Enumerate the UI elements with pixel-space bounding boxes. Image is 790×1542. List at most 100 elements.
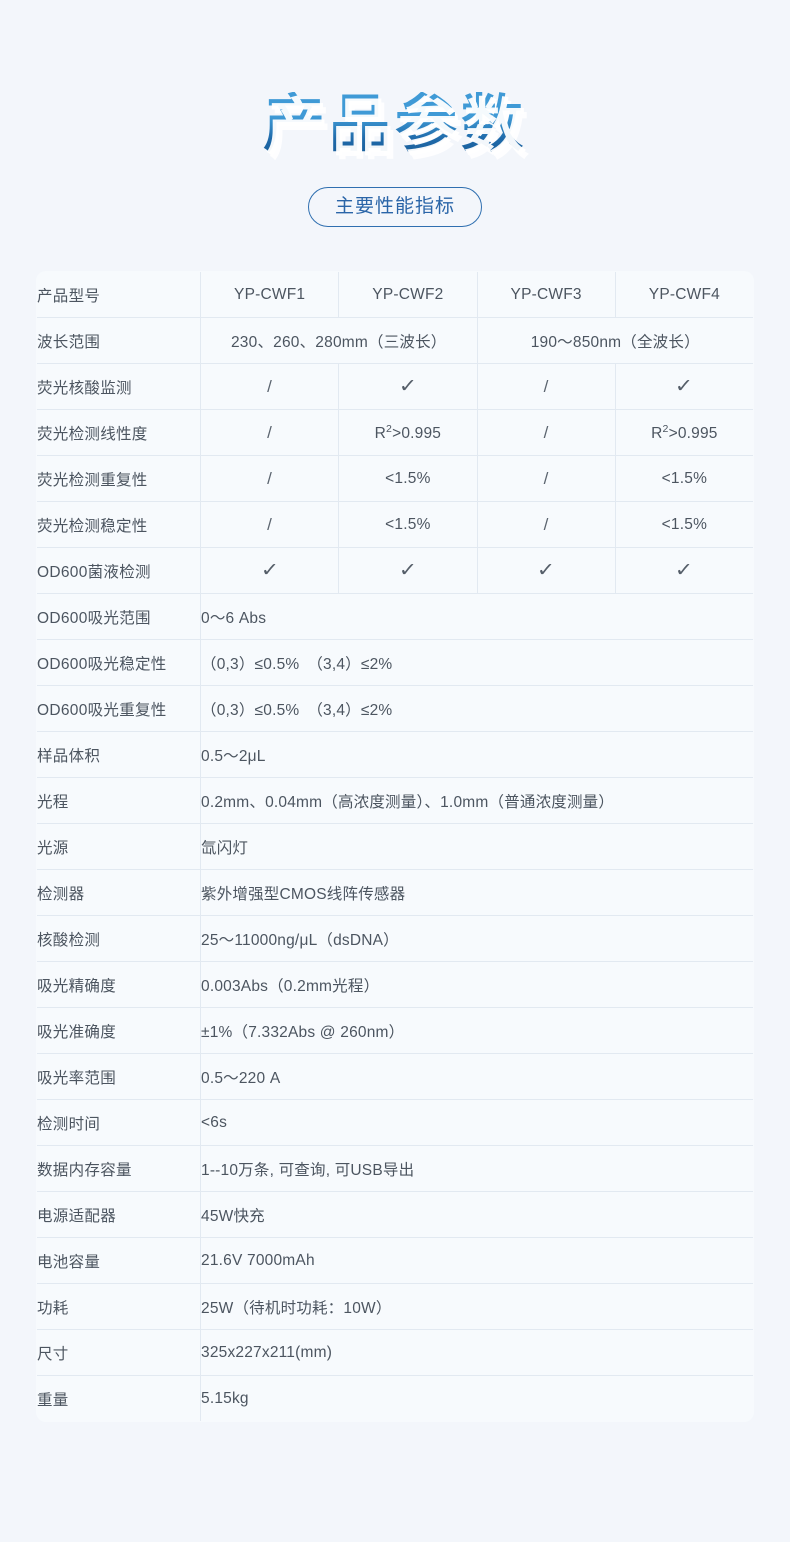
not-available-mark: / xyxy=(267,514,273,534)
not-available-mark: / xyxy=(543,422,549,442)
table-row: 核酸检测 25〜11000ng/μL（dsDNA） xyxy=(37,915,753,963)
row-label: 吸光率范围 xyxy=(37,1053,201,1101)
row-label: 吸光精确度 xyxy=(37,961,201,1009)
table-row: 吸光率范围 0.5〜220 A xyxy=(37,1053,753,1101)
row-label: 荧光检测线性度 xyxy=(37,409,201,457)
row-label: 波长范围 xyxy=(37,317,201,365)
check-icon: ✓ xyxy=(536,559,556,581)
table-cell: 325x227x211(mm) xyxy=(200,1329,753,1377)
table-cell: ✓ xyxy=(615,547,753,595)
table-cell: 0.5〜2μL xyxy=(200,731,753,779)
table-row: 数据内存容量 1--10万条, 可查询, 可USB导出 xyxy=(37,1145,753,1193)
row-label: OD600吸光重复性 xyxy=(37,685,201,733)
spec-table: 产品型号 YP-CWF1 YP-CWF2 YP-CWF3 YP-CWF4 波长范围 230、… xyxy=(36,271,754,1423)
table-cell: （0,3）≤0.5% （3,4）≤2% xyxy=(200,685,753,733)
table-cell: 21.6V 7000mAh xyxy=(200,1237,753,1285)
row-label: OD600吸光稳定性 xyxy=(37,639,201,687)
table-row: 荧光检测线性度 / R2>0.995 / R2>0.995 xyxy=(37,409,753,457)
check-icon: ✓ xyxy=(398,375,418,397)
table-cell: 0.003Abs（0.2mm光程） xyxy=(200,961,753,1009)
table-row: 检测器 紫外增强型CMOS线阵传感器 xyxy=(37,869,753,917)
table-cell: ✓ xyxy=(338,547,478,595)
not-available-mark: / xyxy=(543,468,549,488)
column-header-model: YP-CWF1 xyxy=(200,272,340,319)
row-label: 荧光核酸监测 xyxy=(37,363,201,411)
table-cell: 25〜11000ng/μL（dsDNA） xyxy=(200,915,753,963)
table-cell: 25W（待机时功耗：10W） xyxy=(200,1283,753,1331)
check-icon: ✓ xyxy=(675,559,694,581)
table-cell: ✓ xyxy=(615,363,753,411)
table-cell: 1--10万条, 可查询, 可USB导出 xyxy=(200,1145,753,1193)
table-cell: 0〜6 Abs xyxy=(200,593,753,641)
row-label: 产品型号 xyxy=(37,272,201,319)
table-cell: 0.2mm、0.04mm（高浓度测量）、1.0mm（普通浓度测量） xyxy=(200,777,753,825)
check-icon: ✓ xyxy=(260,559,279,581)
table-row: 产品型号 YP-CWF1 YP-CWF2 YP-CWF3 YP-CWF4 xyxy=(37,272,753,319)
not-available-mark: / xyxy=(267,468,273,488)
row-label: 重量 xyxy=(37,1375,201,1422)
table-cell: <1.5% xyxy=(338,501,478,549)
page-header: 产品参数 主要性能指标 xyxy=(0,0,790,228)
table-row: 光程 0.2mm、0.04mm（高浓度测量）、1.0mm（普通浓度测量） xyxy=(37,777,753,825)
row-label: 荧光检测重复性 xyxy=(37,455,201,503)
table-row: 荧光检测重复性 / <1.5% / <1.5% xyxy=(37,455,753,503)
table-cell: <6s xyxy=(200,1099,753,1147)
table-row: 荧光核酸监测 / ✓ / ✓ xyxy=(37,363,753,411)
table-cell: / xyxy=(200,455,340,503)
table-row: 吸光准确度 ±1%（7.332Abs @ 260nm） xyxy=(37,1007,753,1055)
table-cell: ✓ xyxy=(200,547,340,595)
table-cell: R2>0.995 xyxy=(615,409,753,457)
table-cell: 0.5〜220 A xyxy=(200,1053,753,1101)
table-row: OD600菌液检测 ✓ ✓ ✓ ✓ xyxy=(37,547,753,595)
subtitle-badge: 主要性能指标 xyxy=(307,187,482,228)
row-label: 电源适配器 xyxy=(37,1191,201,1239)
not-available-mark: / xyxy=(267,376,273,396)
table-cell: ✓ xyxy=(477,547,616,595)
row-label: 光源 xyxy=(37,823,201,871)
check-icon: ✓ xyxy=(675,375,694,397)
row-label: 荧光检测稳定性 xyxy=(37,501,201,549)
table-row: 吸光精确度 0.003Abs（0.2mm光程） xyxy=(37,961,753,1009)
row-label: OD600菌液检测 xyxy=(37,547,201,595)
row-label: 尺寸 xyxy=(37,1329,201,1377)
table-cell: / xyxy=(200,363,340,411)
table-cell: / xyxy=(200,409,340,457)
table-cell: ✓ xyxy=(338,363,478,411)
table-row: OD600吸光重复性 （0,3）≤0.5% （3,4）≤2% xyxy=(37,685,753,733)
column-header-model: YP-CWF4 xyxy=(615,272,753,319)
table-cell: R2>0.995 xyxy=(338,409,478,457)
table-row: 检测时间 <6s xyxy=(37,1099,753,1147)
table-cell: / xyxy=(477,501,616,549)
row-label: 电池容量 xyxy=(37,1237,201,1285)
row-label: 吸光准确度 xyxy=(37,1007,201,1055)
table-row: OD600吸光范围 0〜6 Abs xyxy=(37,593,753,641)
table-cell: ±1%（7.332Abs @ 260nm） xyxy=(200,1007,753,1055)
not-available-mark: / xyxy=(543,376,549,396)
row-label: OD600吸光范围 xyxy=(37,593,201,641)
table-cell: / xyxy=(200,501,340,549)
table-cell: <1.5% xyxy=(615,455,753,503)
table-cell: / xyxy=(477,455,616,503)
table-cell: （0,3）≤0.5% （3,4）≤2% xyxy=(200,639,753,687)
table-cell: / xyxy=(477,363,616,411)
not-available-mark: / xyxy=(267,422,273,442)
table-row: 功耗 25W（待机时功耗：10W） xyxy=(37,1283,753,1331)
not-available-mark: / xyxy=(543,514,549,534)
table-row: 荧光检测稳定性 / <1.5% / <1.5% xyxy=(37,501,753,549)
table-row: OD600吸光稳定性 （0,3）≤0.5% （3,4）≤2% xyxy=(37,639,753,687)
table-cell: 45W快充 xyxy=(200,1191,753,1239)
table-cell: 紫外增强型CMOS线阵传感器 xyxy=(200,869,753,917)
table-cell: <1.5% xyxy=(615,501,753,549)
row-label: 光程 xyxy=(37,777,201,825)
table-row: 重量 5.15kg xyxy=(37,1375,753,1422)
row-label: 核酸检测 xyxy=(37,915,201,963)
page-title: 产品参数 xyxy=(0,92,790,157)
row-label: 检测时间 xyxy=(37,1099,201,1147)
row-label: 样品体积 xyxy=(37,731,201,779)
spec-table-container: 产品型号 YP-CWF1 YP-CWF2 YP-CWF3 YP-CWF4 波长范围 230、… xyxy=(36,271,754,1423)
table-row: 电池容量 21.6V 7000mAh xyxy=(37,1237,753,1285)
column-header-model: YP-CWF3 xyxy=(477,272,616,319)
table-row: 波长范围 230、260、280mm（三波长） 190〜850nm（全波长） xyxy=(37,317,753,365)
table-cell: <1.5% xyxy=(338,455,478,503)
